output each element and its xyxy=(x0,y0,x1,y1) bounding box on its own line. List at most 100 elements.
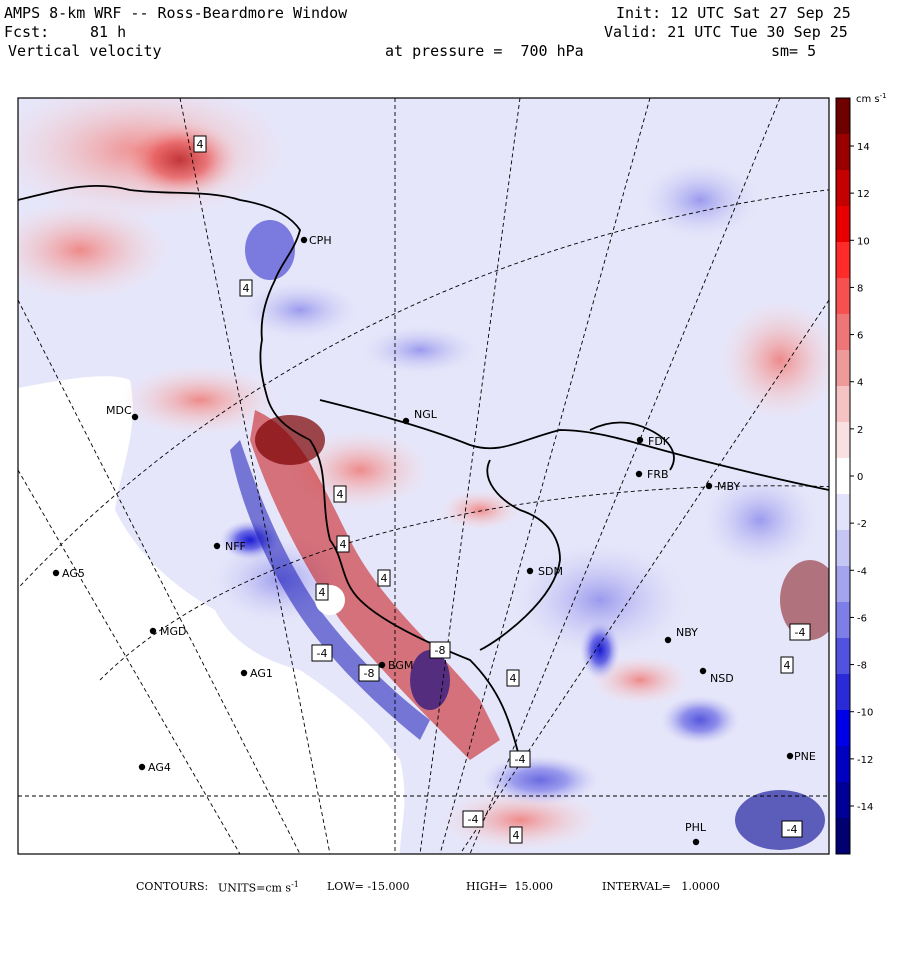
colorbar-tick-label: -6 xyxy=(857,613,867,624)
station-label: MDC xyxy=(106,404,132,417)
colorbar-tick-label: 0 xyxy=(857,472,863,483)
station-ag5: AG5 xyxy=(52,567,85,580)
station-ngl: NGL xyxy=(402,408,438,425)
station-label: AG4 xyxy=(148,761,171,774)
downdraft-core xyxy=(735,790,825,850)
negative-area xyxy=(510,540,690,660)
forecast-hour: 81 h xyxy=(90,23,127,41)
colorbar-segment xyxy=(836,98,850,135)
station-label: PHL xyxy=(685,821,707,834)
positive-area xyxy=(440,790,600,850)
coastline xyxy=(479,459,561,651)
station-nff: NFF xyxy=(213,540,246,553)
colorbar-segment xyxy=(836,314,850,351)
colorbar-segment xyxy=(836,386,850,423)
contour-label: -4 xyxy=(468,813,479,826)
contour-label: 4 xyxy=(197,138,204,151)
positive-area xyxy=(440,490,520,530)
longitude-line xyxy=(419,98,521,854)
coastline xyxy=(589,421,675,471)
coastlines xyxy=(18,184,829,761)
station-label: CPH xyxy=(309,234,332,247)
colorbar-segments xyxy=(836,98,850,855)
colorbar-segment xyxy=(836,170,850,207)
init-time: Init: 12 UTC Sat 27 Sep 25 xyxy=(616,4,851,22)
negative-area xyxy=(240,280,360,340)
contours-label: CONTOURS: xyxy=(136,880,209,893)
colorbar-tick-label: -2 xyxy=(857,519,867,530)
negative-area xyxy=(580,620,620,680)
station-bgm: BGM xyxy=(378,659,413,672)
contour-info: CONTOURS: UNITS=cm s-1 LOW= -15.000 HIGH… xyxy=(0,880,900,958)
station-fdk: FDK xyxy=(636,435,671,448)
station-pne: PNE xyxy=(786,750,816,763)
colorbar-segment xyxy=(836,818,850,855)
contour-label: 4 xyxy=(513,829,520,842)
station-mdc: MDC xyxy=(106,404,139,421)
station-ag1: AG1 xyxy=(240,667,273,680)
contour-label: -4 xyxy=(515,753,526,766)
latitude-line xyxy=(18,189,829,590)
station-label: FDK xyxy=(648,435,671,448)
longitude-line xyxy=(18,299,301,854)
map-field: 4 4 4 4 4 4 -4 -8 -4 -4 4 -4 4 -8 -4 4 C… xyxy=(18,98,829,854)
colorbar-tick-label: 2 xyxy=(857,425,863,436)
colorbar-segment xyxy=(836,458,850,495)
negative-area xyxy=(700,470,820,570)
colorbar-tick-label: 12 xyxy=(857,189,870,200)
map-frame xyxy=(17,97,830,855)
station-frb: FRB xyxy=(635,468,669,481)
station-phl: PHL xyxy=(685,821,707,846)
station-label: NGL xyxy=(414,408,438,421)
positive-area xyxy=(720,300,829,420)
latitude-line xyxy=(99,485,829,681)
station-label: MGD xyxy=(160,625,187,638)
units-label: UNITS=cm s-1 xyxy=(218,880,299,895)
colorbar-tick-label: -14 xyxy=(857,802,873,813)
contour-label: 4 xyxy=(319,586,326,599)
station-label: NFF xyxy=(225,540,246,553)
station-label: MBY xyxy=(717,480,740,493)
colorbar-segment xyxy=(836,566,850,603)
colorbar-tick-label: -12 xyxy=(857,755,873,766)
colorbar-segment xyxy=(836,422,850,459)
station-nby: NBY xyxy=(664,626,698,644)
station-label: SDM xyxy=(538,565,563,578)
interval-value: INTERVAL= 1.0000 xyxy=(602,880,720,893)
pressure-level: at pressure = 700 hPa xyxy=(385,42,584,60)
station-label: BGM xyxy=(388,659,413,672)
colorbar-segment xyxy=(836,782,850,819)
updraft-core xyxy=(255,415,325,465)
station-label: FRB xyxy=(647,468,669,481)
colorbar-tick-label: -8 xyxy=(857,661,867,672)
updraft-core xyxy=(780,560,829,640)
colorbar-tick-label: 8 xyxy=(857,283,863,294)
negative-area xyxy=(660,695,740,745)
colorbar-segment xyxy=(836,710,850,747)
colorbar: cm s-1 14 12 10 8 6 4 2 0 -2 -4 -6 -8 -10 -12 -14 xyxy=(835,92,887,855)
contour-label: 4 xyxy=(510,672,517,685)
coastline xyxy=(18,184,311,441)
colorbar-tick-label: 6 xyxy=(857,331,863,342)
positive-area xyxy=(120,120,240,200)
colorbar-segment xyxy=(836,638,850,675)
contour-label: -4 xyxy=(317,647,328,660)
colorbar-tick-label: 10 xyxy=(857,236,870,247)
station-mby: MBY xyxy=(705,480,740,493)
downdraft-core xyxy=(410,650,450,710)
colorbar-tick-label: 4 xyxy=(857,378,863,389)
longitude-line xyxy=(18,469,241,854)
strong-downdraft-band xyxy=(230,440,430,740)
colorbar-ticks: 14 12 10 8 6 4 2 0 -2 -4 -6 -8 -10 -12 -14 xyxy=(850,142,873,813)
colorbar-segment xyxy=(836,134,850,171)
colorbar-segment xyxy=(836,206,850,243)
contour-label: -4 xyxy=(795,626,806,639)
forecast-label: Fcst: xyxy=(4,23,50,41)
contour-label: -4 xyxy=(787,823,798,836)
station-label: NSD xyxy=(710,672,734,685)
colorbar-segment xyxy=(836,278,850,315)
stations: CPH MDC NGL FDK FRB MBY SDM NFF AG5 MGD … xyxy=(52,234,816,846)
field-name: Vertical velocity xyxy=(8,42,162,60)
colorbar-tick-label: 14 xyxy=(857,142,870,153)
colorbar-segment xyxy=(836,242,850,279)
